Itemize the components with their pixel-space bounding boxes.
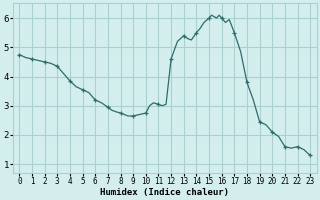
X-axis label: Humidex (Indice chaleur): Humidex (Indice chaleur) — [100, 188, 229, 197]
